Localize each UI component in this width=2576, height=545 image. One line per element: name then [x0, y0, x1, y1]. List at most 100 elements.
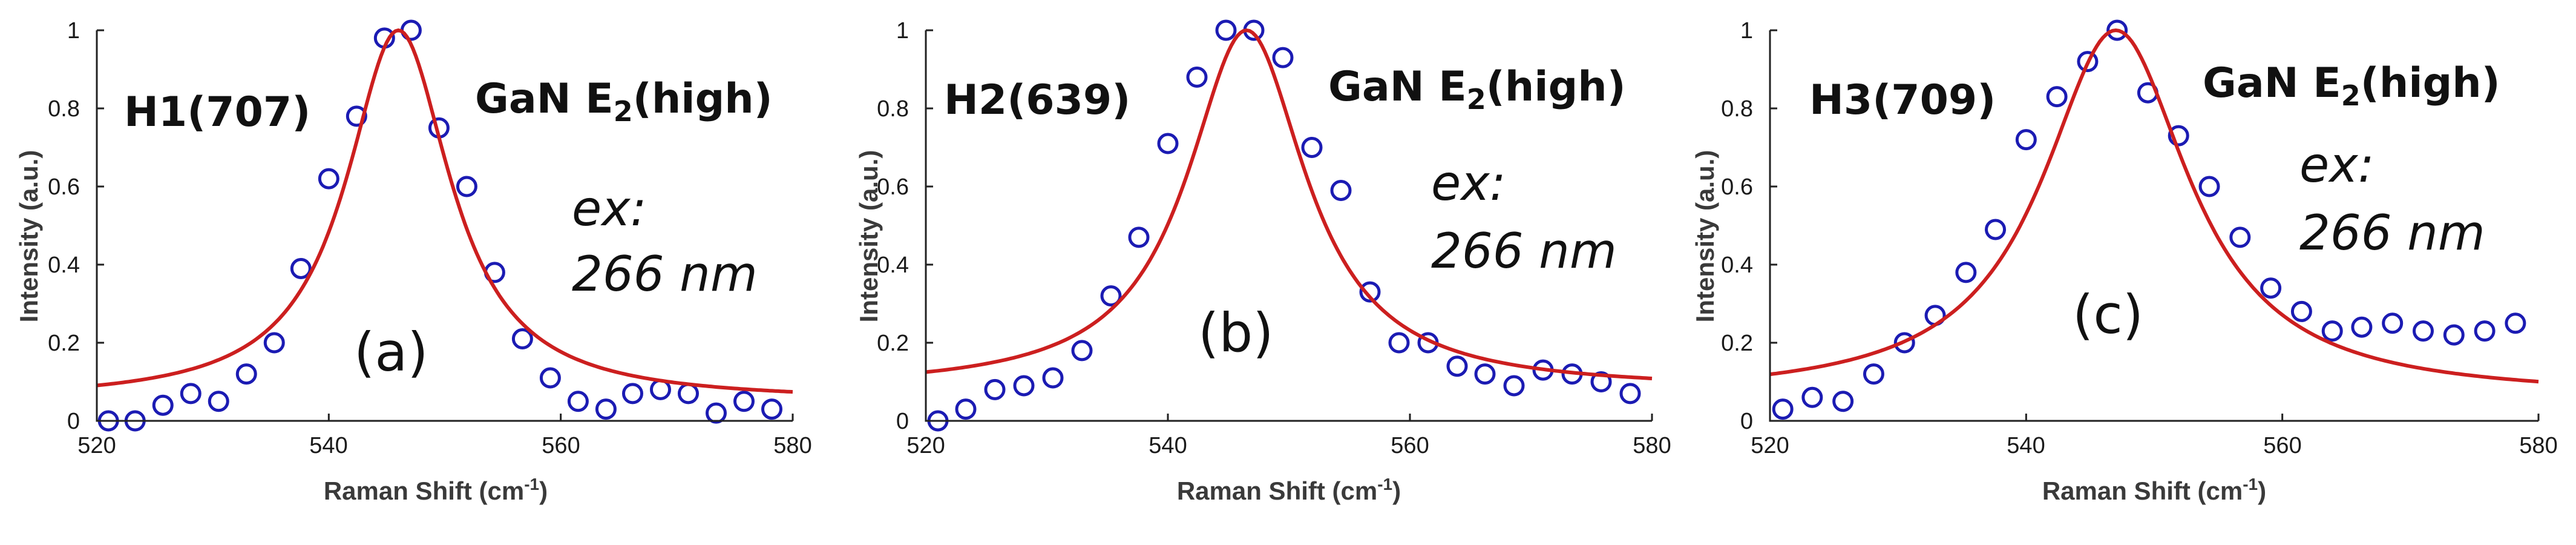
y-axis-label: Intensity (a.u.) [854, 150, 883, 323]
x-ticks: 520 540 560 580 [1751, 433, 2557, 458]
data-point [1359, 281, 1381, 303]
data-point [1590, 371, 1612, 392]
data-point [511, 328, 533, 350]
panel-label: (c) [2073, 283, 2143, 346]
data-point [955, 398, 977, 420]
fit-curve [925, 28, 1653, 380]
data-point [984, 378, 1006, 400]
excitation-wavelength: 266 nm [1431, 223, 1617, 279]
panel-label: (b) [1198, 302, 1274, 364]
excitation-label: ex: [1431, 155, 1506, 211]
y-axis-label: Intensity (a.u.) [15, 150, 43, 323]
x-tick-label: 560 [2263, 433, 2301, 458]
y-tick-label: 0 [1740, 409, 1753, 434]
tick-marks [925, 29, 1653, 422]
y-tick-label: 1 [896, 18, 909, 44]
data-point [290, 257, 312, 279]
y-tick-label: 0.4 [877, 253, 909, 278]
data-point [1186, 66, 1208, 88]
data-markers [1772, 19, 2526, 420]
sample-label: H1(707) [124, 88, 310, 136]
y-ticks: 0 0.2 0.4 0.6 0.8 1 [1721, 18, 1753, 434]
data-point [567, 391, 589, 412]
chart-panel-a: Intensity (a.u.) 0 0.2 0.4 0.6 0.8 1 520… [15, 18, 812, 505]
data-point [318, 168, 339, 190]
data-point [1100, 285, 1122, 307]
data-point [2382, 312, 2404, 334]
data-point [1772, 398, 1794, 420]
fit-curve [1769, 28, 2539, 384]
data-point [761, 398, 782, 420]
x-axis-label: Raman Shift (cm-1) [1177, 475, 1401, 505]
data-point [2443, 324, 2465, 346]
data-point [1215, 19, 1237, 41]
y-tick-label: 0.8 [48, 96, 80, 122]
y-ticks: 0 0.2 0.4 0.6 0.8 1 [48, 18, 80, 434]
data-point [1985, 219, 2007, 240]
data-point [2321, 320, 2343, 342]
x-tick-label: 520 [77, 433, 116, 458]
y-tick-label: 0.6 [48, 174, 80, 200]
data-point [2198, 176, 2220, 197]
data-point [456, 176, 477, 197]
y-tick-label: 1 [67, 18, 80, 44]
material-label: GaN E2(high) [1328, 63, 1626, 116]
data-point [1157, 133, 1179, 154]
data-point [1446, 355, 1468, 377]
chart-panel-b: Intensity (a.u.) 0 0.2 0.4 0.6 0.8 1 520… [854, 18, 1671, 505]
data-point [2229, 226, 2251, 248]
x-ticks: 520 540 560 580 [77, 433, 811, 458]
data-point [1301, 137, 1323, 158]
data-point [180, 383, 202, 405]
x-tick-label: 520 [1751, 433, 1789, 458]
data-point [1619, 383, 1641, 405]
data-point [1388, 332, 1410, 354]
data-point [539, 367, 561, 389]
plot-area [1769, 19, 2539, 420]
y-tick-label: 0.2 [877, 331, 909, 356]
excitation-wavelength: 266 nm [2299, 205, 2485, 261]
data-point [2290, 300, 2312, 322]
excitation-label: ex: [2299, 137, 2374, 193]
y-tick-label: 0.8 [1721, 96, 1753, 122]
y-tick-label: 0.6 [877, 174, 909, 200]
y-axis-label: Intensity (a.u.) [1691, 150, 1719, 323]
tick-marks [96, 29, 794, 422]
x-tick-label: 580 [2519, 433, 2557, 458]
data-point [678, 383, 699, 405]
data-point [2260, 277, 2282, 299]
data-point [346, 105, 367, 127]
x-tick-label: 540 [2007, 433, 2045, 458]
data-point [2351, 316, 2373, 338]
data-point [2413, 320, 2434, 342]
x-tick-label: 540 [1149, 433, 1187, 458]
y-tick-label: 0.8 [877, 96, 909, 122]
data-point [208, 391, 229, 412]
x-tick-label: 520 [906, 433, 945, 458]
tick-marks [1769, 29, 2540, 422]
data-point [2077, 51, 2099, 73]
y-tick-label: 0.2 [48, 331, 80, 356]
data-point [622, 383, 643, 405]
data-point [1893, 332, 1915, 354]
x-tick-label: 560 [542, 433, 580, 458]
y-tick-label: 0.6 [1721, 174, 1753, 200]
data-point [1042, 367, 1064, 389]
y-tick-label: 0.4 [48, 253, 80, 278]
data-point [1955, 262, 1977, 283]
y-tick-label: 0 [896, 409, 909, 434]
data-point [733, 391, 755, 412]
data-point [1832, 391, 1854, 412]
x-tick-label: 540 [309, 433, 347, 458]
y-tick-label: 0 [67, 409, 80, 434]
data-point [706, 402, 727, 424]
x-tick-label: 580 [773, 433, 811, 458]
material-label: GaN E2(high) [2203, 59, 2500, 112]
y-tick-label: 0.4 [1721, 253, 1753, 278]
data-point [595, 398, 617, 420]
data-point [1272, 47, 1294, 68]
data-point [1013, 375, 1035, 397]
excitation-label: ex: [572, 180, 647, 237]
data-point [263, 332, 285, 354]
x-axis-label: Raman Shift (cm-1) [324, 475, 548, 505]
